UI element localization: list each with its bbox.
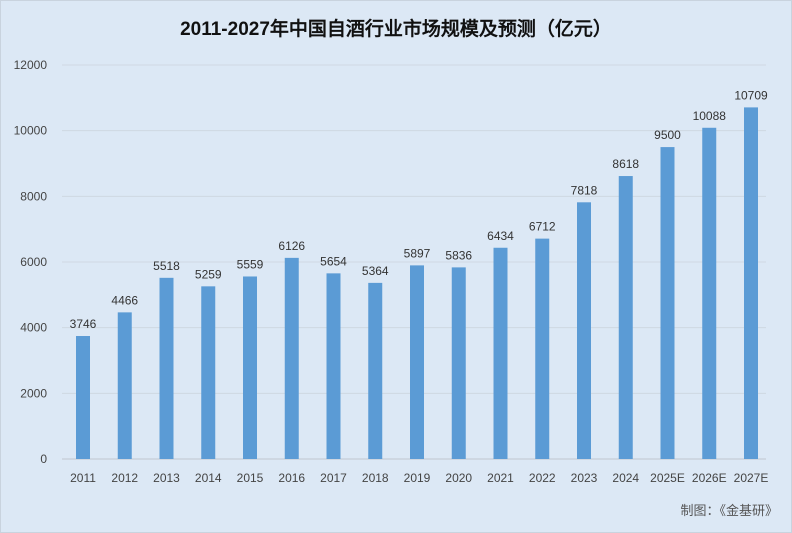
data-label: 5836 <box>445 248 472 262</box>
x-tick-label: 2015 <box>237 471 264 485</box>
bar-2020 <box>451 267 466 459</box>
bar-2022 <box>535 238 550 459</box>
data-label: 6126 <box>278 239 305 253</box>
bar-2023 <box>577 202 591 459</box>
data-label: 6712 <box>529 220 556 234</box>
data-label: 10088 <box>693 109 727 123</box>
source-note: 制图：《金基研》 <box>680 503 778 518</box>
x-tick-label: 2020 <box>445 471 472 485</box>
y-tick-label: 8000 <box>20 189 47 203</box>
x-tick-label: 2011 <box>70 471 96 485</box>
bar-2017 <box>326 273 341 459</box>
data-label: 5364 <box>362 264 389 278</box>
data-label: 5897 <box>404 246 431 260</box>
bar-2011 <box>76 336 90 459</box>
x-tick-label: 2025E <box>650 471 685 485</box>
chart-title: 2011-2027年中国自酒行业市场规模及预测（亿元） <box>180 19 612 40</box>
bar-2018 <box>368 282 383 459</box>
bar-2012 <box>117 312 132 459</box>
bar-2013 <box>159 277 174 459</box>
bar-2019 <box>410 265 424 459</box>
bar-2026E <box>702 127 717 459</box>
bar-2015 <box>243 276 257 459</box>
x-tick-label: 2017 <box>320 471 347 485</box>
y-tick-label: 4000 <box>20 321 47 335</box>
data-label: 10709 <box>734 88 768 102</box>
data-label: 8618 <box>612 157 639 171</box>
data-label: 5518 <box>153 259 180 273</box>
y-tick-label: 12000 <box>14 58 48 72</box>
x-tick-label: 2016 <box>278 471 305 485</box>
y-tick-label: 6000 <box>20 255 47 269</box>
y-tick-label: 2000 <box>20 386 47 400</box>
x-tick-label: 2019 <box>404 471 431 485</box>
x-tick-label: 2012 <box>111 471 138 485</box>
bar-2021 <box>493 247 508 459</box>
x-tick-label: 2026E <box>692 471 727 485</box>
x-tick-label: 2013 <box>153 471 180 485</box>
x-tick-label: 2027E <box>734 471 769 485</box>
bar-2014 <box>201 286 216 459</box>
y-tick-label: 10000 <box>14 124 48 138</box>
data-label: 5654 <box>320 254 347 268</box>
data-label: 5559 <box>237 257 264 271</box>
bar-2027E <box>744 107 758 460</box>
bar-2016 <box>284 257 299 459</box>
data-label: 9500 <box>654 128 681 142</box>
x-tick-label: 2014 <box>195 471 222 485</box>
x-tick-label: 2022 <box>529 471 556 485</box>
data-label: 7818 <box>571 183 598 197</box>
x-tick-label: 2024 <box>612 471 639 485</box>
x-tick-label: 2021 <box>487 471 514 485</box>
bar-2024 <box>618 176 633 459</box>
x-tick-label: 2023 <box>571 471 598 485</box>
data-label: 6434 <box>487 229 514 243</box>
bar-2025E <box>660 147 675 460</box>
y-tick-label: 0 <box>40 452 47 466</box>
data-label: 3746 <box>70 317 97 331</box>
data-label: 4466 <box>111 293 138 307</box>
data-label: 5259 <box>195 267 222 281</box>
x-tick-label: 2018 <box>362 471 389 485</box>
